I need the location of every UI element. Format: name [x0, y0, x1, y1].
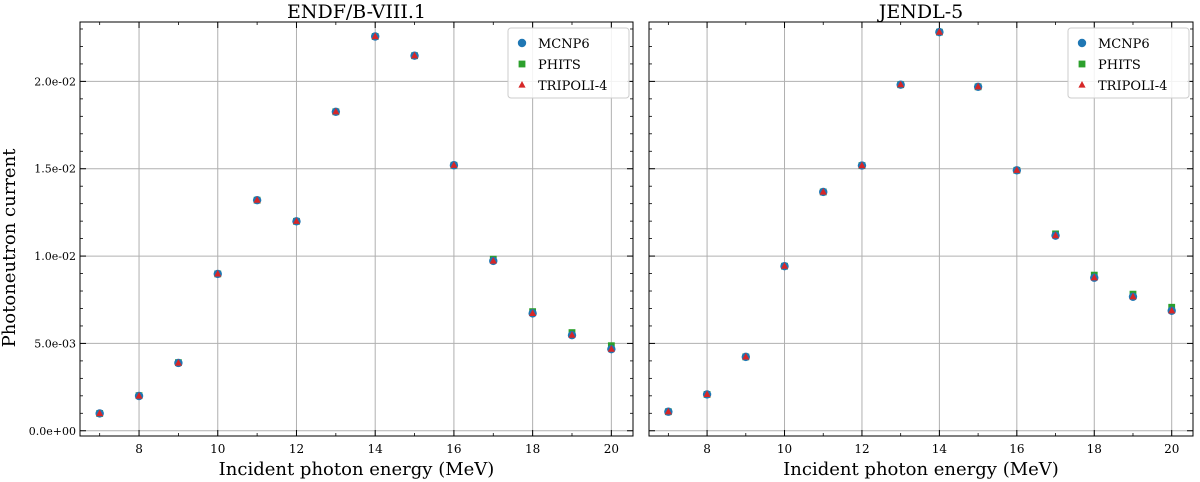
x-axis-label-jendl: Incident photon energy (MeV) [783, 459, 1059, 480]
x-tick-label-endf: 8 [135, 442, 143, 456]
legend-label-jendl: TRIPOLI-4 [1098, 79, 1167, 94]
legend-box-endf [507, 27, 630, 99]
x-tick-label-jendl: 12 [854, 442, 869, 456]
point-endf-tripoli-4 [410, 51, 419, 59]
point-jendl-tripoli-4 [819, 187, 827, 195]
x-tick-label-endf: 12 [289, 442, 304, 456]
point-jendl-tripoli-4 [897, 80, 905, 88]
title-jendl: JENDL-5 [877, 1, 963, 23]
point-jendl-tripoli-4 [1051, 231, 1060, 239]
x-tick-label-jendl: 14 [932, 442, 948, 456]
point-endf-tripoli-4 [568, 331, 576, 338]
x-tick-label-endf: 16 [446, 442, 461, 456]
y-tick-label: 0.0e+00 [29, 425, 76, 438]
point-endf-tripoli-4 [450, 161, 458, 168]
point-endf-tripoli-4 [96, 409, 104, 417]
point-endf-tripoli-4 [253, 196, 261, 203]
legend-box-jendl [1067, 27, 1190, 99]
point-endf-tripoli-4 [332, 107, 340, 115]
legend-label-jendl: PHITS [1098, 58, 1141, 73]
axes-frame-endf [79, 21, 634, 437]
y-tick-label: 1.5e-02 [34, 163, 76, 176]
point-jendl-tripoli-4 [1013, 166, 1021, 173]
x-tick-label-jendl: 16 [1009, 442, 1024, 456]
point-jendl-tripoli-4 [703, 390, 711, 398]
point-endf-tripoli-4 [214, 269, 222, 277]
point-jendl-tripoli-4 [1090, 273, 1098, 281]
x-tick-label-endf: 14 [368, 442, 384, 456]
point-jendl-tripoli-4 [664, 407, 672, 415]
point-jendl-tripoli-4 [1129, 292, 1137, 300]
point-jendl-tripoli-4 [935, 28, 943, 35]
legend-marker-jendl [1077, 38, 1087, 48]
legend-marker-jendl [1078, 60, 1086, 68]
legend-marker-jendl [1078, 81, 1086, 88]
legend-label-jendl: MCNP6 [1098, 37, 1150, 52]
x-tick-label-endf: 20 [604, 442, 619, 456]
title-endf: ENDF/B-VIII.1 [287, 1, 426, 23]
panel-endf: ENDF/B-VIII.1 8 10 12 14 16 18 20 0.0e+00 5.0e-03… [29, 1, 634, 480]
x-axis-label-endf: Incident photon energy (MeV) [219, 459, 495, 480]
axes-frame-jendl [648, 21, 1194, 437]
point-endf-tripoli-4 [292, 217, 301, 224]
point-jendl-tripoli-4 [780, 262, 789, 269]
y-tick-label: 5.0e-03 [34, 337, 76, 350]
x-tick-label-endf: 18 [525, 442, 540, 456]
point-endf-tripoli-4 [489, 256, 497, 264]
legend-label-endf: PHITS [538, 58, 581, 73]
legend-marker-endf [518, 60, 526, 68]
point-jendl-tripoli-4 [742, 352, 750, 360]
y-tick-label: 1.0e-02 [34, 250, 76, 263]
x-tick-label-jendl: 10 [777, 442, 792, 456]
x-tick-label-endf: 10 [210, 442, 225, 456]
point-endf-tripoli-4 [607, 345, 615, 352]
legend-marker-endf [517, 38, 527, 48]
point-endf-tripoli-4 [174, 358, 182, 366]
point-endf-tripoli-4 [371, 32, 379, 40]
point-jendl-tripoli-4 [974, 82, 982, 90]
panel-jendl: JENDL-5 8 10 12 14 16 18 20 Incident photon ener… [648, 1, 1194, 480]
x-tick-label-jendl: 20 [1164, 442, 1179, 456]
legend-label-endf: TRIPOLI-4 [538, 79, 607, 94]
legend-marker-endf [518, 81, 526, 88]
point-endf-tripoli-4 [135, 391, 143, 399]
x-tick-label-jendl: 18 [1087, 442, 1102, 456]
y-tick-label: 2.0e-02 [34, 75, 76, 88]
y-axis-label: Photoneutron current [0, 148, 20, 348]
legend-label-endf: MCNP6 [538, 37, 590, 52]
point-jendl-tripoli-4 [1168, 306, 1176, 314]
x-tick-label-jendl: 8 [703, 442, 711, 456]
point-endf-tripoli-4 [529, 309, 537, 316]
point-jendl-tripoli-4 [858, 161, 866, 169]
